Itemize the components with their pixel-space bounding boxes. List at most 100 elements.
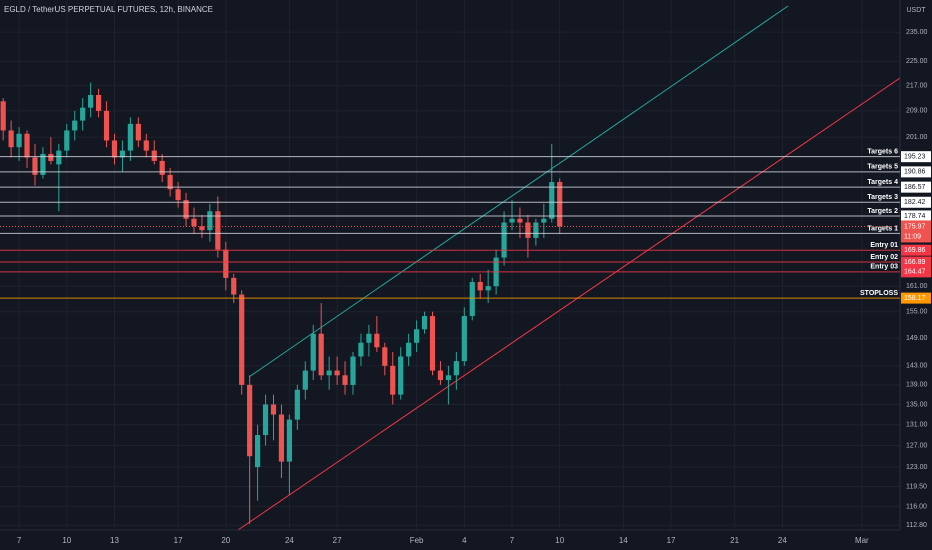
candle-body: [16, 133, 22, 148]
y-tick-label: 135.00: [906, 401, 928, 408]
candle-body: [239, 294, 245, 385]
candle-body: [254, 435, 261, 468]
y-tick-label: 161.00: [906, 283, 928, 290]
candle-body: [127, 123, 133, 151]
candle-body: [151, 150, 157, 161]
candle-body: [80, 107, 86, 121]
candle-body: [207, 211, 213, 231]
level-price-box: [901, 166, 931, 178]
candle-body: [334, 370, 340, 376]
candle-body: [143, 140, 149, 151]
level-price-box: [901, 210, 931, 222]
candle-body: [398, 356, 404, 395]
x-tick-label: 7: [510, 536, 515, 545]
candle-body: [382, 347, 388, 366]
candle-body: [469, 282, 475, 317]
candle-body: [119, 150, 126, 158]
x-tick-label: 21: [730, 536, 739, 545]
candle-body: [501, 222, 507, 258]
candle-body: [509, 218, 515, 223]
candle-body: [533, 222, 539, 238]
candle-body: [302, 370, 308, 390]
candle-body: [72, 120, 78, 131]
candle-body: [167, 174, 173, 190]
level-price-box: [901, 151, 931, 163]
candle-body: [485, 286, 491, 291]
candle-body: [231, 277, 237, 295]
last-price-box: [901, 220, 931, 243]
candle-body: [326, 370, 332, 376]
candle-body: [40, 154, 46, 175]
level-price-box: [901, 196, 931, 208]
level-price-label: 164.47: [904, 269, 926, 276]
countdown-label: 11:09: [904, 233, 921, 240]
x-tick-label: 14: [619, 536, 628, 545]
x-tick-label: 10: [555, 536, 564, 545]
y-tick-label: 123.00: [906, 464, 928, 471]
x-tick-label: 17: [667, 536, 676, 545]
level-price-label: 169.86: [904, 247, 926, 254]
candle-body: [0, 101, 6, 131]
level-price-box: [901, 244, 931, 256]
level-name: Targets 6: [867, 149, 898, 156]
candle-body: [278, 414, 285, 462]
level-name: Entry 02: [870, 254, 898, 261]
candle-body: [223, 249, 229, 278]
candle-body: [342, 375, 348, 385]
y-tick-label: 143.00: [906, 363, 928, 370]
channel-lower-line: [237, 77, 901, 531]
candle-body: [477, 282, 483, 291]
y-tick-label: 149.00: [906, 335, 928, 342]
y-tick-label: 116.00: [906, 503, 927, 510]
level-price-label: 190.86: [904, 169, 926, 176]
level-name: Targets 3: [867, 194, 898, 201]
y-tick-label: 209.00: [906, 108, 928, 115]
level-price-label: 178.74: [904, 213, 926, 220]
currency-label: USDT: [906, 7, 926, 14]
y-tick-label: 119.50: [906, 483, 927, 490]
y-tick-label: 235.00: [906, 29, 928, 36]
candle-body: [557, 182, 563, 227]
x-tick-label: 24: [285, 536, 294, 545]
level-name: Targets 1: [867, 225, 898, 232]
candle-body: [64, 130, 70, 151]
candle-body: [24, 133, 30, 158]
marks: [0, 82, 563, 525]
x-tick-label: 17: [174, 536, 183, 545]
level-price-label: 166.89: [904, 259, 926, 266]
x-tick-label: Feb: [410, 536, 424, 545]
y-tick-label: 217.00: [906, 82, 928, 89]
candle-body: [32, 157, 38, 175]
y-tick-label: 201.00: [906, 134, 928, 141]
candle-body: [429, 316, 436, 371]
x-tick-label: 13: [110, 536, 119, 545]
y-tick-label: 127.00: [906, 442, 928, 449]
y-tick-label: 225.00: [906, 58, 928, 65]
candle-body: [374, 333, 380, 348]
candle-body: [215, 211, 221, 250]
candle-body: [437, 370, 444, 381]
candle-body: [525, 222, 531, 238]
x-tick-label: 10: [62, 536, 71, 545]
candle-body: [183, 200, 189, 219]
level-name: Entry 01: [870, 242, 898, 249]
y-tick-label: 139.00: [906, 382, 928, 389]
level-price-label: 158.17: [904, 295, 926, 302]
candle-body: [549, 182, 555, 219]
candle-body: [175, 189, 181, 201]
candle-body: [421, 316, 428, 330]
y-tick-label: 112.80: [906, 522, 927, 529]
level-name: Entry 03: [870, 264, 898, 271]
candle-body: [445, 375, 452, 381]
level-price-box: [901, 181, 931, 193]
candle-body: [199, 226, 205, 231]
candle-body: [56, 150, 62, 165]
candle-body: [390, 365, 396, 395]
candle-body: [453, 361, 459, 376]
x-tick-label: 24: [778, 536, 787, 545]
candle-body: [48, 154, 54, 161]
candle-body: [286, 419, 292, 462]
